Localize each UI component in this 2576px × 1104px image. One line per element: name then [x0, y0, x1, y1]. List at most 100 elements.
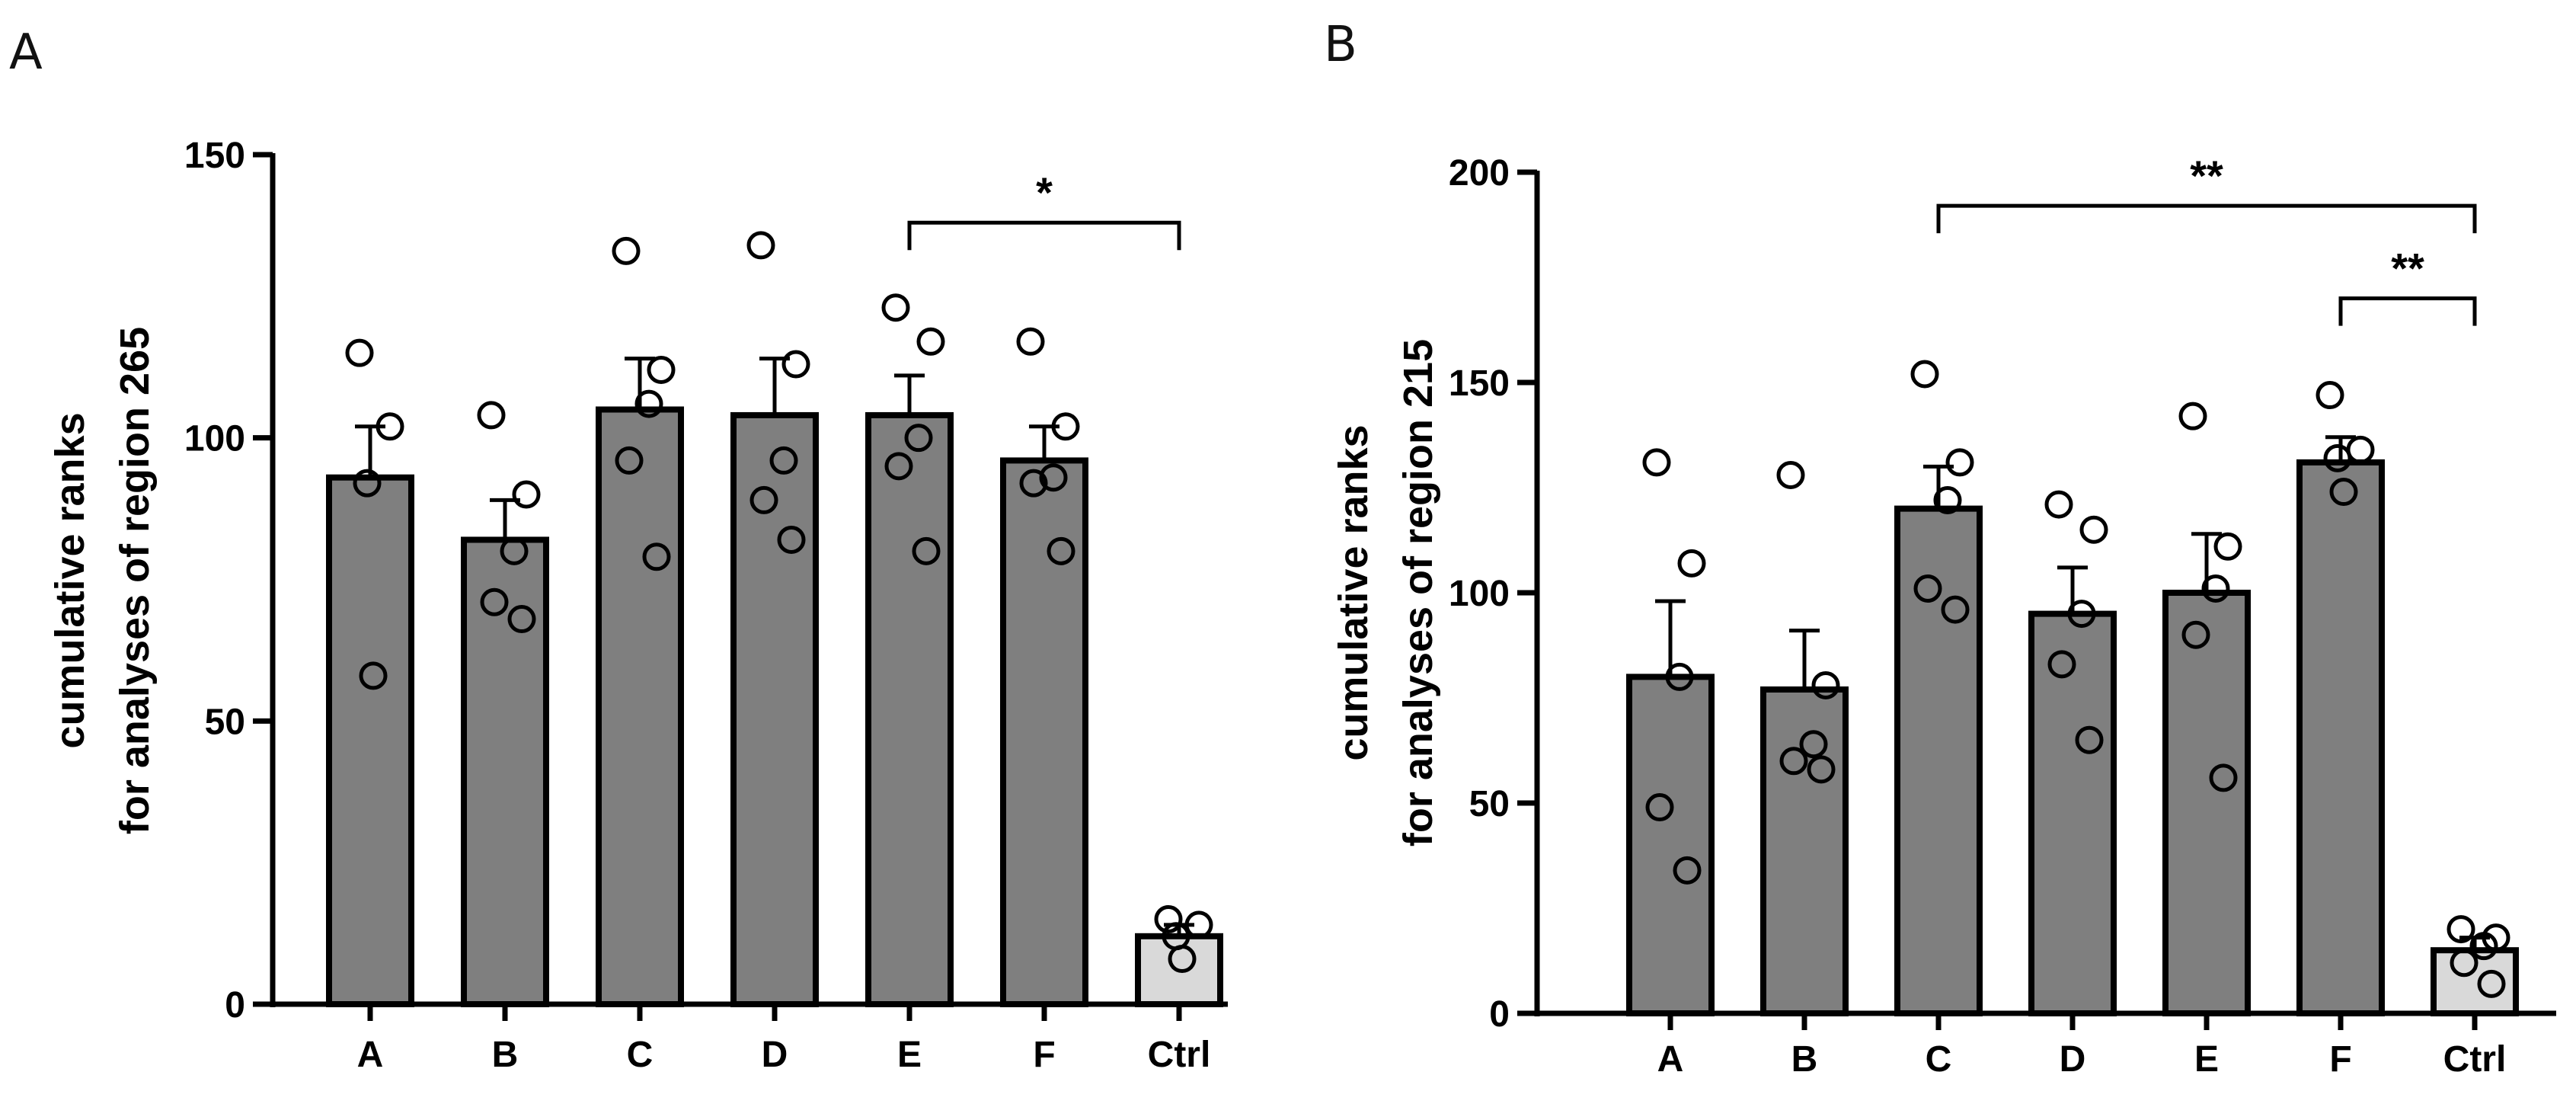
y-tick-label: 0 — [225, 985, 245, 1026]
bar-A — [326, 474, 414, 1007]
significance-bracket-F-Ctrl — [2338, 296, 2477, 326]
x-tick-label-F: F — [2329, 1039, 2351, 1080]
data-point-B — [1776, 460, 1805, 489]
x-tick-label-C: C — [1926, 1039, 1952, 1080]
data-point-Ctrl — [1184, 910, 1213, 939]
data-point-B — [500, 536, 529, 565]
y-tick-label: 200 — [1449, 153, 1510, 194]
data-point-D — [746, 231, 775, 260]
data-point-A — [353, 469, 382, 498]
panel-label-b: B — [1324, 17, 1357, 73]
data-point-D — [2075, 725, 2104, 754]
data-point-C — [647, 355, 676, 384]
y-tick-label: 100 — [184, 419, 245, 459]
data-point-E — [916, 327, 945, 356]
data-point-B — [512, 480, 541, 509]
data-point-F — [2316, 381, 2344, 410]
data-point-E — [2178, 402, 2207, 430]
x-tick-label-E: E — [897, 1035, 922, 1075]
data-point-C — [1910, 360, 1939, 389]
y-axis-title-line-2: for analyses of region 215 — [1395, 339, 1441, 846]
x-tick-label-Ctrl: Ctrl — [2443, 1039, 2507, 1080]
data-point-D — [2067, 600, 2096, 629]
bar-C — [596, 406, 684, 1007]
data-point-F — [2346, 435, 2375, 464]
data-point-Ctrl — [2450, 949, 2479, 978]
data-point-A — [1665, 662, 1694, 691]
data-point-Ctrl — [2469, 932, 2498, 961]
data-point-A — [1677, 549, 1706, 578]
data-point-C — [642, 542, 671, 571]
data-point-C — [1933, 486, 1962, 515]
y-tick-label: 100 — [1449, 574, 1510, 614]
data-point-D — [2047, 650, 2076, 679]
data-point-B — [507, 605, 536, 634]
data-point-Ctrl — [1154, 905, 1183, 933]
data-point-D — [781, 350, 810, 379]
x-tick-label-B: B — [492, 1035, 519, 1075]
data-point-Ctrl — [1168, 945, 1197, 974]
data-point-E — [2213, 532, 2242, 561]
y-axis-title-line-1: cumulative ranks — [47, 412, 93, 748]
data-point-A — [345, 338, 374, 367]
data-point-C — [612, 236, 641, 265]
data-point-F — [2329, 478, 2358, 507]
bar-E — [2162, 590, 2251, 1016]
bar-A — [1626, 674, 1715, 1017]
data-point-E — [2181, 620, 2210, 649]
bar-E — [865, 411, 954, 1007]
data-point-D — [777, 525, 806, 554]
data-point-A — [1645, 793, 1674, 822]
data-point-E — [912, 536, 941, 565]
data-point-F — [1039, 463, 1068, 492]
bar-D — [2028, 610, 2117, 1016]
x-tick-label-F: F — [1033, 1035, 1055, 1075]
chart-panel-a: 0 50 100 150 A B C D E F Ctrl cumulative ranks for a… — [47, 136, 1228, 1075]
data-point-B — [1811, 670, 1840, 699]
y-tick-label: 0 — [1489, 994, 1510, 1035]
data-point-D — [769, 446, 798, 475]
y-tick-label: 50 — [1469, 784, 1510, 824]
x-tick-label-A: A — [1657, 1039, 1684, 1080]
data-point-E — [2201, 574, 2230, 603]
data-point-F — [1047, 536, 1075, 565]
data-point-B — [1799, 730, 1828, 759]
data-point-F — [1019, 469, 1048, 498]
bar-F — [2296, 459, 2385, 1016]
data-point-Ctrl — [2447, 915, 2475, 944]
data-point-F — [2323, 443, 2352, 472]
data-point-C — [615, 446, 644, 475]
data-point-B — [1779, 747, 1808, 776]
data-point-C — [1941, 595, 1970, 624]
chart-panel-b: 0 50 100 150 200 A B C D E F Ctrl cumulative ranks fo… — [1331, 152, 2556, 1080]
data-point-B — [477, 401, 506, 430]
data-point-D — [2044, 490, 2073, 519]
data-point-B — [480, 587, 509, 616]
data-point-E — [881, 293, 910, 322]
data-point-E — [884, 452, 913, 481]
x-tick-label-B: B — [1791, 1039, 1818, 1080]
data-point-A — [1642, 448, 1671, 477]
data-point-E — [2209, 763, 2238, 792]
data-point-C — [1945, 448, 1974, 477]
x-tick-label-A: A — [357, 1035, 384, 1075]
significance-bracket-C-Ctrl — [1936, 203, 2477, 234]
data-point-E — [904, 424, 933, 453]
y-tick-label: 150 — [1449, 363, 1510, 404]
significance-label-C-Ctrl: ** — [2190, 152, 2223, 200]
data-point-C — [1913, 574, 1942, 603]
data-point-A — [376, 412, 404, 441]
significance-label-F-Ctrl: ** — [2391, 245, 2424, 293]
panel-label-a: A — [9, 24, 43, 81]
x-tick-label-D: D — [2060, 1039, 2086, 1080]
data-point-F — [1051, 412, 1080, 441]
significance-bracket-E-Ctrl — [907, 220, 1181, 251]
y-axis-title-line-2: for analyses of region 265 — [112, 327, 158, 834]
y-axis-title-line-1: cumulative ranks — [1331, 424, 1376, 760]
data-point-F — [1016, 327, 1045, 356]
data-point-A — [359, 661, 388, 690]
y-tick-label: 50 — [205, 702, 245, 742]
x-tick-label-D: D — [762, 1035, 788, 1075]
data-point-D — [749, 485, 778, 514]
